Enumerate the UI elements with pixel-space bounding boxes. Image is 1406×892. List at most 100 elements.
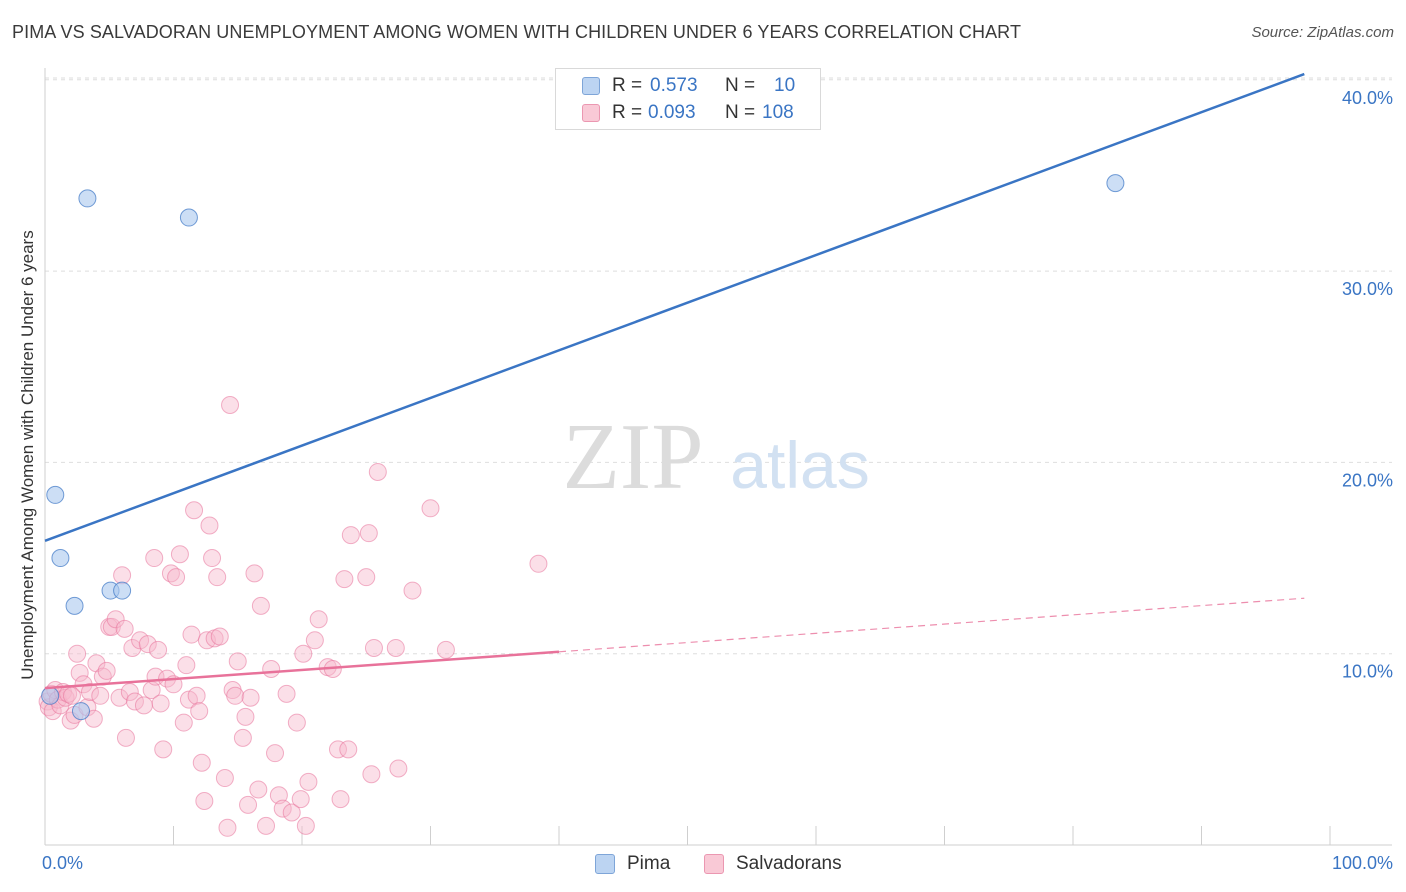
salvadorans-point (251, 596, 270, 615)
pima-point (113, 581, 132, 600)
bottom-legend-swatch-pima (595, 854, 615, 874)
salvadorans-point (70, 663, 89, 682)
legend-swatch-salvadorans (582, 104, 600, 122)
legend-n-label: N = (725, 102, 756, 123)
salvadorans-point (110, 688, 129, 707)
salvadorans-point (138, 635, 157, 654)
pima-point (71, 702, 90, 721)
salvadorans-point (357, 568, 376, 587)
salvadorans-point (368, 462, 387, 481)
salvadorans-point (192, 753, 211, 772)
salvadorans-point (239, 795, 258, 814)
salvadorans-point (277, 684, 296, 703)
salvadorans-point (145, 549, 164, 568)
salvadorans-point (291, 790, 310, 809)
salvadorans-point (200, 516, 219, 535)
bottom-legend-label-salvadorans: Salvadorans (736, 853, 842, 874)
legend-r-label: R = (612, 75, 643, 96)
legend-r-value: 0.573 (650, 75, 698, 96)
salvadorans-point (125, 692, 144, 711)
salvadorans-point (154, 740, 173, 759)
pima-point (78, 189, 97, 208)
salvadorans-point (68, 644, 87, 663)
legend-swatch-pima (582, 77, 600, 95)
salvadorans-point (113, 566, 132, 585)
salvadorans-point (241, 688, 260, 707)
salvadorans-point (185, 501, 204, 520)
salvadorans-point (123, 638, 142, 657)
pima-point (41, 686, 60, 705)
salvadorans-point (182, 625, 201, 644)
salvadorans-point (116, 728, 135, 747)
salvadorans-point (249, 780, 268, 799)
salvadorans-point (167, 568, 186, 587)
salvadorans-point (215, 769, 234, 788)
salvadorans-point (91, 686, 110, 705)
salvadorans-point (218, 818, 237, 837)
salvadorans-point (364, 638, 383, 657)
salvadorans-points (38, 396, 548, 837)
source-label: Source: ZipAtlas.com (1251, 24, 1394, 41)
salvadorans-trend-extension (558, 597, 1305, 653)
salvadorans-point (436, 640, 455, 659)
chart-title: PIMA VS SALVADORAN UNEMPLOYMENT AMONG WO… (12, 22, 1022, 42)
salvadorans-point (362, 765, 381, 784)
salvadorans-point (339, 740, 358, 759)
pima-point (46, 485, 65, 504)
salvadorans-point (97, 661, 116, 680)
y-tick-label: 10.0% (1342, 662, 1393, 682)
salvadorans-point (359, 524, 378, 543)
salvadorans-point (421, 499, 440, 518)
salvadorans-point (262, 660, 281, 679)
bottom-legend-swatch-salvadorans (704, 854, 724, 874)
pima-point (179, 208, 198, 227)
salvadorans-point (299, 772, 318, 791)
salvadorans-point (170, 545, 189, 564)
salvadorans-point (294, 644, 313, 663)
pima-point (65, 596, 84, 615)
salvadorans-point (177, 656, 196, 675)
axes (44, 68, 1392, 846)
salvadorans-point (190, 702, 209, 721)
salvadorans-point (80, 682, 99, 701)
legend-n-label: N = (725, 75, 756, 96)
pima-trend-line (44, 72, 1305, 543)
salvadorans-point (134, 696, 153, 715)
y-tick-label: 20.0% (1342, 470, 1393, 490)
salvadorans-point (149, 640, 168, 659)
salvadorans-point (226, 686, 245, 705)
trend-lines (44, 72, 1305, 690)
salvadorans-point (305, 631, 324, 650)
salvadorans-point (236, 707, 255, 726)
bottom-legend-label-pima: Pima (627, 853, 671, 874)
salvadorans-point (151, 694, 170, 713)
salvadorans-point (282, 803, 301, 822)
legend-n-value: 108 (762, 102, 794, 123)
x-tick-label: 0.0% (42, 853, 83, 873)
salvadorans-point (389, 759, 408, 778)
salvadorans-point (203, 549, 222, 568)
salvadorans-point (221, 396, 240, 415)
salvadorans-point (106, 610, 125, 629)
x-tick-label: 100.0% (1332, 853, 1393, 873)
salvadorans-point (208, 568, 227, 587)
salvadorans-point (266, 744, 285, 763)
legend-r-label: R = (612, 102, 643, 123)
salvadorans-point (210, 627, 229, 646)
salvadorans-point (174, 713, 193, 732)
salvadorans-point (245, 564, 264, 583)
salvadorans-point (309, 610, 328, 629)
salvadorans-point (228, 652, 247, 671)
salvadorans-point (341, 526, 360, 545)
y-tick-label: 30.0% (1342, 279, 1393, 299)
salvadorans-point (331, 790, 350, 809)
salvadorans-point (187, 686, 206, 705)
salvadorans-point (328, 740, 347, 759)
salvadorans-point (403, 581, 422, 600)
salvadorans-point (273, 799, 292, 818)
salvadorans-point (195, 792, 214, 811)
salvadorans-point (335, 570, 354, 589)
pima-point (51, 549, 70, 568)
watermark: ZIP atlas (563, 405, 870, 509)
